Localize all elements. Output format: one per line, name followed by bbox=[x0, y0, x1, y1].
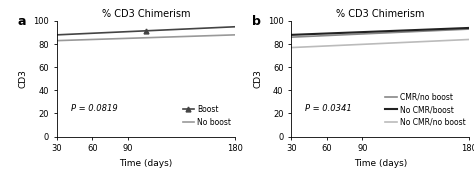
Y-axis label: CD3: CD3 bbox=[253, 69, 262, 88]
Title: % CD3 Chimerism: % CD3 Chimerism bbox=[101, 9, 190, 19]
X-axis label: Time (days): Time (days) bbox=[354, 159, 407, 168]
Text: P = 0.0819: P = 0.0819 bbox=[71, 104, 118, 113]
Y-axis label: CD3: CD3 bbox=[19, 69, 28, 88]
X-axis label: Time (days): Time (days) bbox=[119, 159, 173, 168]
Text: a: a bbox=[18, 15, 26, 28]
Text: b: b bbox=[252, 15, 261, 28]
Text: P = 0.0341: P = 0.0341 bbox=[305, 104, 352, 113]
Title: % CD3 Chimerism: % CD3 Chimerism bbox=[336, 9, 425, 19]
Legend: CMR/no boost, No CMR/boost, No CMR/no boost: CMR/no boost, No CMR/boost, No CMR/no bo… bbox=[385, 92, 465, 127]
Legend: Boost, No boost: Boost, No boost bbox=[182, 105, 231, 127]
